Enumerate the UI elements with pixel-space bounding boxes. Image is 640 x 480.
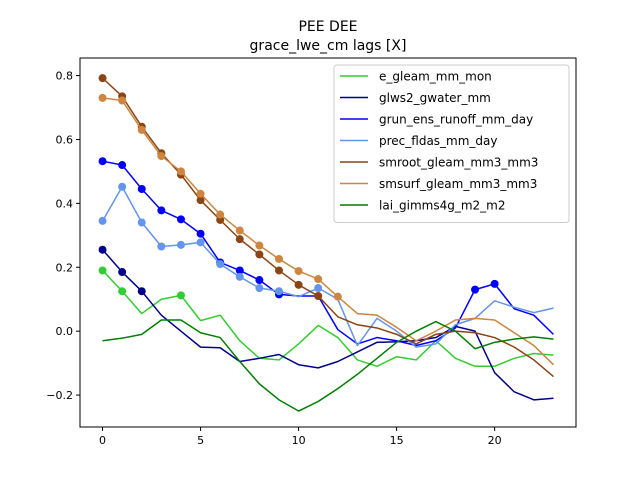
series-2-point-1	[118, 161, 127, 170]
y-tick-label: −0.2	[46, 389, 73, 402]
series-5-point-11	[314, 275, 323, 284]
series-4-point-10	[294, 280, 303, 289]
series-5-point-0	[98, 93, 107, 102]
series-0-point-4	[176, 291, 185, 300]
series-2-point-20	[490, 279, 499, 288]
x-tick-label: 20	[488, 434, 502, 447]
series-4-point-0	[98, 74, 107, 83]
series-3-point-2	[137, 218, 146, 227]
series-3-point-6	[216, 260, 225, 269]
plot-frame	[79, 57, 577, 428]
chart-title: PEE DEE	[298, 19, 357, 35]
legend-label-4: smroot_gleam_mm3_mm3	[379, 156, 538, 170]
legend-label-6: lai_gimms4g_m2_m2	[379, 199, 506, 213]
series-3-point-9	[274, 287, 283, 296]
y-tick-label: 0.4	[56, 197, 74, 210]
series-3-point-0	[98, 216, 107, 225]
series-2-point-19	[471, 285, 480, 294]
series-5-point-5	[196, 189, 205, 198]
series-4-point-8	[255, 250, 264, 259]
y-tick-label: 0.6	[56, 133, 74, 146]
series-3-point-7	[235, 272, 244, 281]
series-1-point-0	[98, 245, 107, 254]
series-4-point-5	[196, 196, 205, 205]
series-5-point-3	[157, 152, 166, 161]
series-line-1	[101, 249, 554, 401]
series-1-point-1	[118, 268, 127, 277]
legend: e_gleam_mm_mon glws2_gwater_mm grun_ens_ru…	[333, 64, 570, 223]
series-5-point-12	[333, 292, 342, 301]
series-3-point-11	[314, 284, 323, 293]
series-3-point-5	[196, 238, 205, 247]
x-axis: 0 5 10 15 20	[99, 427, 502, 447]
series-5-point-4	[176, 167, 185, 176]
series-5-point-7	[235, 226, 244, 235]
x-tick-label: 0	[99, 434, 106, 447]
legend-label-1: glws2_gwater_mm	[379, 91, 491, 105]
series-4-point-7	[235, 235, 244, 244]
series-3-point-1	[118, 182, 127, 191]
series-2-point-8	[255, 276, 264, 285]
series-5-point-10	[294, 267, 303, 276]
legend-label-0: e_gleam_mm_mon	[379, 70, 492, 84]
series-2-point-5	[196, 229, 205, 238]
series-5-point-9	[274, 254, 283, 263]
y-axis: −0.2 0.0 0.2 0.4 0.6 0.8	[46, 70, 80, 402]
series-5-point-1	[118, 96, 127, 105]
series-2-point-4	[176, 215, 185, 224]
series-line-6	[102, 319, 554, 412]
series-5-point-8	[255, 241, 264, 250]
series-2-point-0	[98, 157, 107, 166]
y-tick-label: 0.2	[56, 261, 74, 274]
legend-label-2: grun_ens_runoff_mm_day	[379, 113, 533, 127]
series-2-point-3	[157, 206, 166, 215]
series-0-point-0	[98, 266, 107, 275]
series-4-point-11	[314, 292, 323, 301]
series-3-point-4	[176, 240, 185, 249]
x-tick-label: 10	[292, 434, 306, 447]
series-3-point-8	[255, 284, 264, 293]
series-3-point-3	[157, 242, 166, 251]
series-5-point-2	[137, 125, 146, 134]
series-2-point-7	[235, 266, 244, 275]
plot-area	[98, 74, 554, 412]
y-tick-label: 0.0	[56, 325, 74, 338]
legend-label-3: prec_fldas_mm_day	[379, 134, 498, 148]
series-line-0	[102, 269, 554, 368]
chart-subtitle: grace_lwe_cm lags [X]	[250, 38, 407, 54]
y-tick-label: 0.8	[56, 70, 74, 83]
series-2-point-2	[137, 184, 146, 193]
series-0-point-1	[118, 287, 127, 296]
series-5-point-6	[216, 210, 225, 219]
x-tick-label: 15	[390, 434, 404, 447]
series-4-point-9	[274, 266, 283, 275]
x-tick-label: 5	[197, 434, 204, 447]
series-1-point-2	[137, 287, 146, 296]
legend-label-5: smsurf_gleam_mm3_mm3	[379, 177, 537, 191]
series-line-5	[102, 97, 554, 366]
legend-box	[333, 64, 570, 223]
